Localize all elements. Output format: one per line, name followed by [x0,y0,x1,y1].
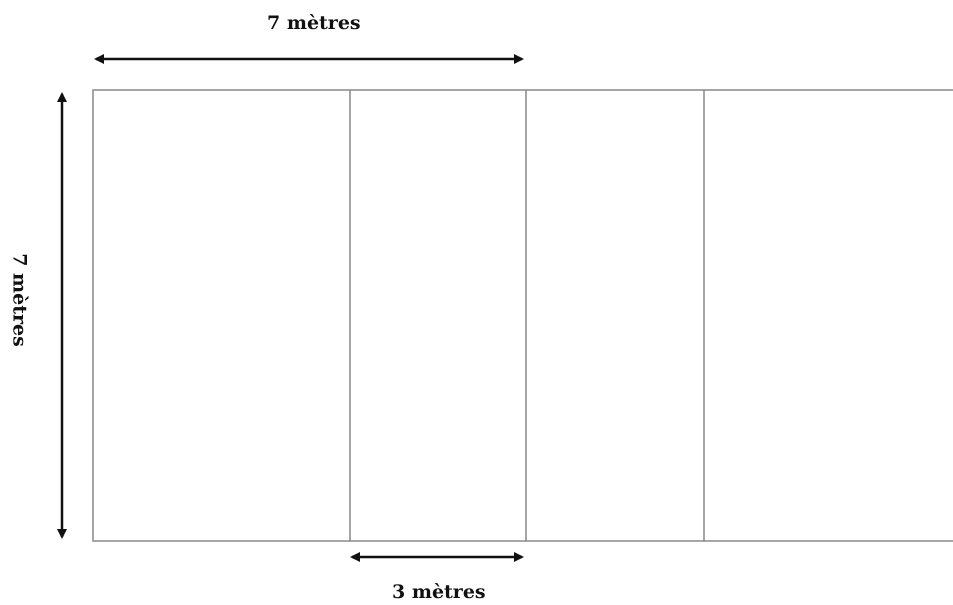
left-height-label: 7 mètres [8,253,31,347]
top-width-label: 7 mètres [267,12,361,34]
outer-border [92,89,953,542]
bottom-width-label: 3 mètres [392,581,486,603]
